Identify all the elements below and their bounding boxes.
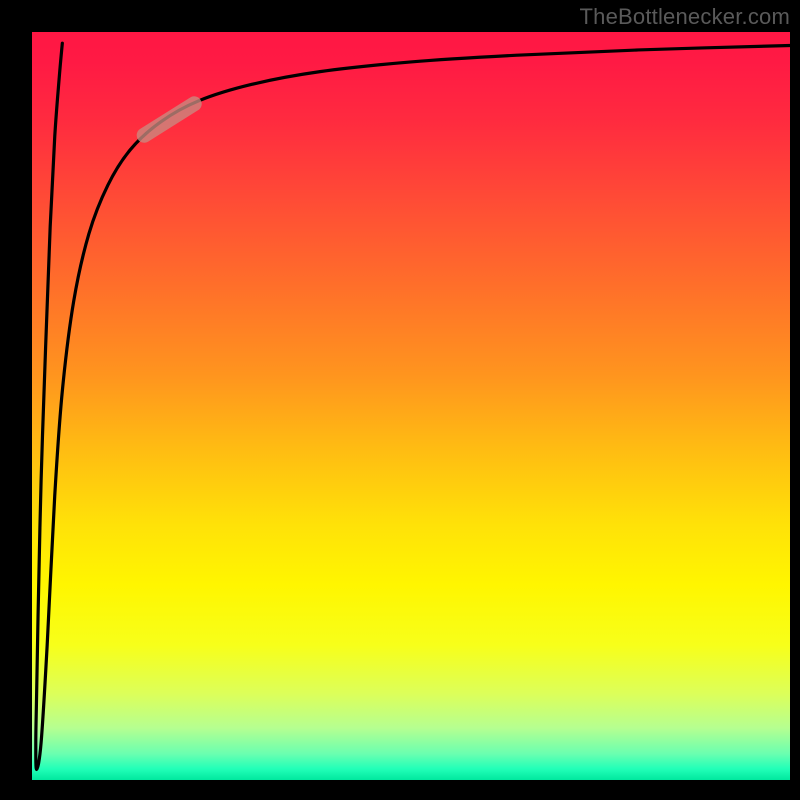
gradient-background — [32, 32, 790, 780]
watermark-text: TheBottlenecker.com — [580, 4, 790, 30]
figure-frame: TheBottlenecker.com — [0, 0, 800, 800]
plot-svg — [32, 32, 790, 780]
plot-area — [32, 32, 790, 780]
